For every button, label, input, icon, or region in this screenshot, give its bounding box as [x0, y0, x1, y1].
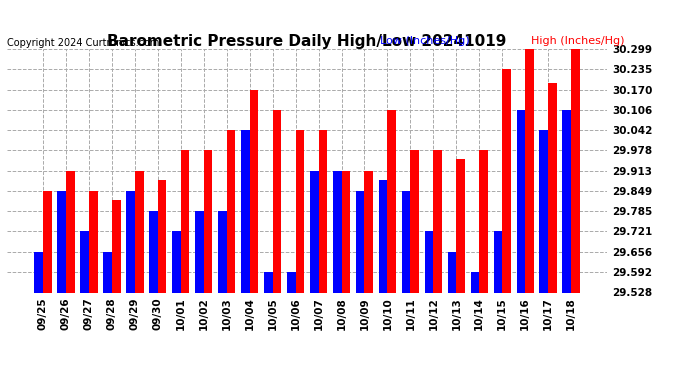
Bar: [287, 272, 295, 292]
Bar: [80, 231, 89, 292]
Bar: [517, 110, 525, 292]
Bar: [333, 171, 342, 292]
Bar: [493, 231, 502, 292]
Text: High (Inches/Hg): High (Inches/Hg): [531, 36, 625, 46]
Bar: [273, 110, 282, 292]
Bar: [195, 211, 204, 292]
Bar: [540, 130, 549, 292]
Bar: [181, 150, 190, 292]
Bar: [218, 211, 226, 292]
Bar: [480, 150, 488, 292]
Text: Copyright 2024 Curtronics.com: Copyright 2024 Curtronics.com: [7, 38, 159, 48]
Bar: [103, 252, 112, 292]
Bar: [356, 191, 364, 292]
Bar: [226, 130, 235, 292]
Bar: [502, 69, 511, 292]
Bar: [364, 171, 373, 292]
Bar: [424, 231, 433, 292]
Bar: [112, 200, 121, 292]
Bar: [126, 191, 135, 292]
Bar: [433, 150, 442, 292]
Bar: [149, 211, 158, 292]
Bar: [66, 171, 75, 292]
Bar: [34, 252, 43, 292]
Bar: [204, 150, 213, 292]
Bar: [250, 90, 258, 292]
Text: Low (Inches/Hg): Low (Inches/Hg): [380, 36, 469, 46]
Bar: [402, 191, 411, 292]
Bar: [264, 272, 273, 292]
Bar: [471, 272, 480, 292]
Bar: [43, 191, 52, 292]
Title: Barometric Pressure Daily High/Low 20241019: Barometric Pressure Daily High/Low 20241…: [108, 34, 506, 49]
Bar: [135, 171, 144, 292]
Bar: [310, 171, 319, 292]
Bar: [411, 150, 419, 292]
Bar: [295, 130, 304, 292]
Bar: [525, 49, 534, 292]
Bar: [319, 130, 327, 292]
Bar: [342, 171, 351, 292]
Bar: [158, 180, 166, 292]
Bar: [241, 130, 250, 292]
Bar: [456, 159, 465, 292]
Bar: [448, 252, 456, 292]
Bar: [89, 191, 97, 292]
Bar: [379, 180, 388, 292]
Bar: [388, 110, 396, 292]
Bar: [57, 191, 66, 292]
Bar: [562, 110, 571, 292]
Bar: [571, 49, 580, 292]
Bar: [549, 82, 557, 292]
Bar: [172, 231, 181, 292]
